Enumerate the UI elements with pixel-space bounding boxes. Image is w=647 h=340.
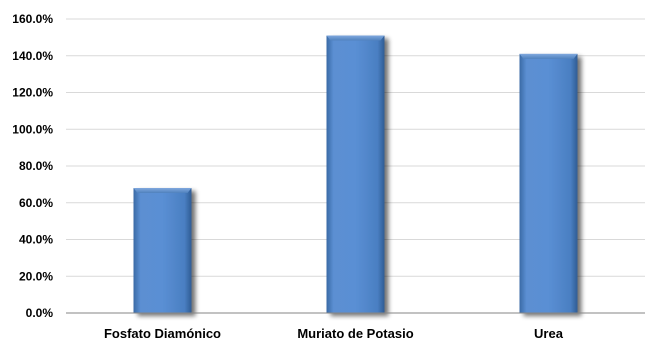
bar-body <box>133 188 192 313</box>
y-tick-label: 100.0% <box>12 122 53 136</box>
x-axis-category-labels: Fosfato Diamónico Muriato de Potasio Urea <box>104 326 564 340</box>
bar-body <box>519 53 578 313</box>
y-tick-label: 40.0% <box>19 233 53 247</box>
bars <box>133 35 578 313</box>
y-tick-label: 120.0% <box>12 86 53 100</box>
y-tick-label: 60.0% <box>19 196 53 210</box>
bar <box>326 35 385 313</box>
x-category-label: Fosfato Diamónico <box>104 326 221 340</box>
y-tick-label: 0.0% <box>26 306 54 320</box>
y-axis-tick-labels: 0.0% 20.0% 40.0% 60.0% 80.0% 100.0% 120.0% 140.… <box>12 12 53 320</box>
x-category-label: Urea <box>534 326 564 340</box>
bar-bevel-top <box>133 188 192 194</box>
x-category-label: Muriato de Potasio <box>297 326 413 340</box>
bar-bevel-top <box>519 53 578 59</box>
y-tick-label: 80.0% <box>19 159 53 173</box>
bar <box>519 53 578 313</box>
bar-bevel-top <box>326 35 385 41</box>
y-tick-label: 140.0% <box>12 49 53 63</box>
bar <box>133 188 192 313</box>
bar-body <box>326 35 385 313</box>
y-tick-label: 160.0% <box>12 12 53 26</box>
y-tick-label: 20.0% <box>19 269 53 283</box>
